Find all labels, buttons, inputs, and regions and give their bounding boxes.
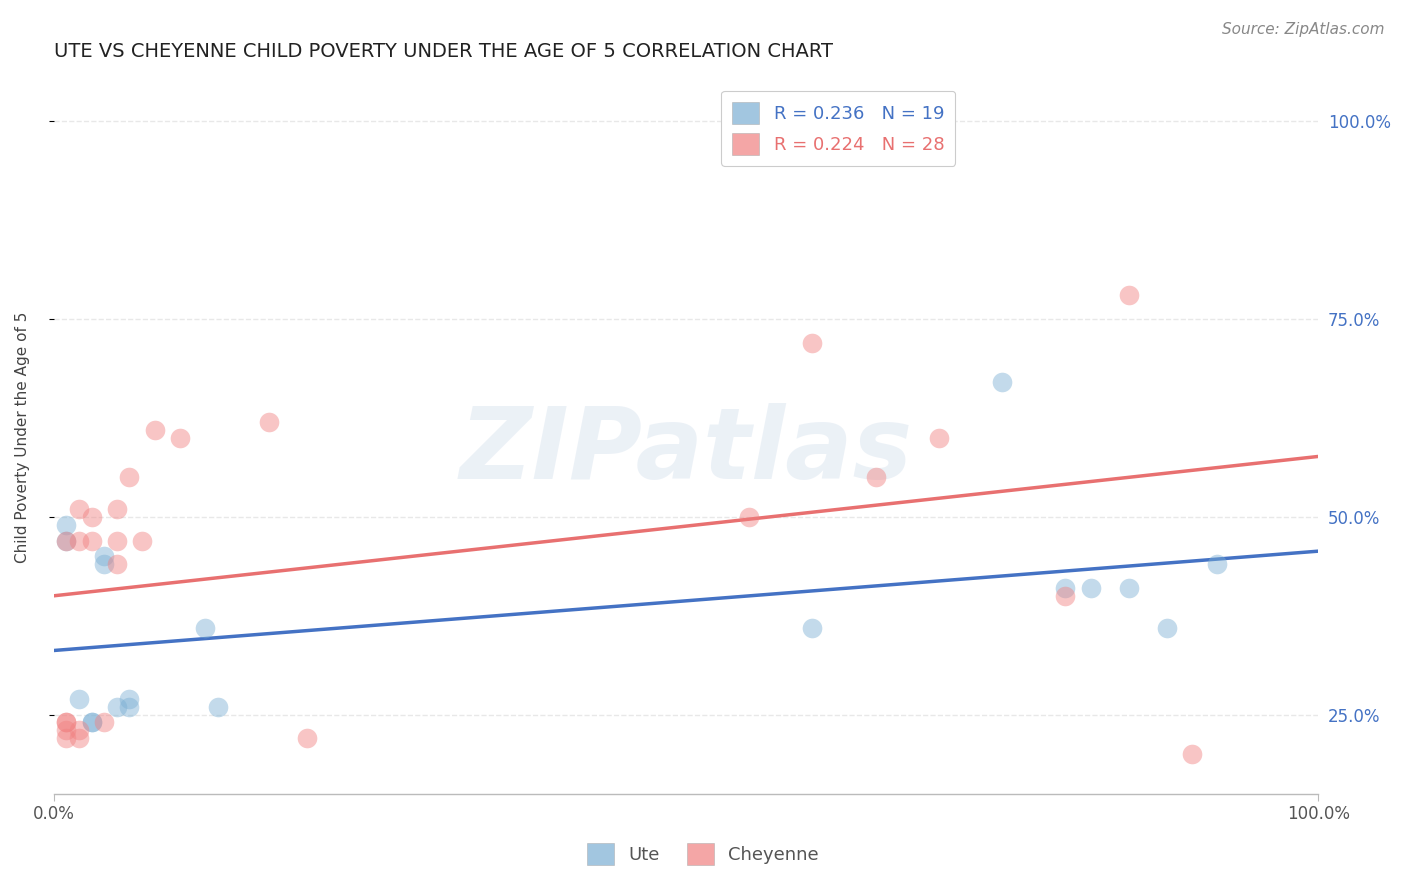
- Point: [118, 699, 141, 714]
- Point: [80, 715, 103, 730]
- Point: [143, 423, 166, 437]
- Point: [93, 558, 115, 572]
- Point: [1181, 747, 1204, 761]
- Point: [131, 533, 153, 548]
- Point: [207, 699, 229, 714]
- Point: [865, 470, 887, 484]
- Point: [55, 533, 77, 548]
- Point: [105, 558, 128, 572]
- Point: [738, 509, 761, 524]
- Point: [55, 731, 77, 746]
- Point: [194, 621, 217, 635]
- Point: [55, 517, 77, 532]
- Point: [80, 509, 103, 524]
- Legend: R = 0.236   N = 19, R = 0.224   N = 28: R = 0.236 N = 19, R = 0.224 N = 28: [721, 91, 955, 166]
- Point: [1054, 581, 1077, 595]
- Point: [105, 699, 128, 714]
- Point: [67, 723, 90, 738]
- Point: [801, 335, 824, 350]
- Point: [169, 431, 191, 445]
- Text: Source: ZipAtlas.com: Source: ZipAtlas.com: [1222, 22, 1385, 37]
- Point: [55, 723, 77, 738]
- Point: [1118, 581, 1140, 595]
- Point: [118, 470, 141, 484]
- Point: [67, 533, 90, 548]
- Point: [991, 376, 1014, 390]
- Point: [118, 691, 141, 706]
- Point: [93, 715, 115, 730]
- Point: [801, 621, 824, 635]
- Point: [295, 731, 318, 746]
- Point: [55, 715, 77, 730]
- Point: [1118, 288, 1140, 302]
- Y-axis label: Child Poverty Under the Age of 5: Child Poverty Under the Age of 5: [15, 312, 30, 564]
- Point: [105, 502, 128, 516]
- Point: [1080, 581, 1102, 595]
- Legend: Ute, Cheyenne: Ute, Cheyenne: [579, 836, 827, 872]
- Point: [80, 715, 103, 730]
- Point: [80, 533, 103, 548]
- Point: [105, 533, 128, 548]
- Point: [257, 415, 280, 429]
- Point: [67, 731, 90, 746]
- Point: [1156, 621, 1178, 635]
- Point: [1206, 558, 1229, 572]
- Text: ZIPatlas: ZIPatlas: [460, 403, 912, 500]
- Point: [55, 715, 77, 730]
- Point: [55, 533, 77, 548]
- Point: [1054, 589, 1077, 603]
- Point: [67, 691, 90, 706]
- Point: [93, 549, 115, 564]
- Point: [67, 502, 90, 516]
- Text: UTE VS CHEYENNE CHILD POVERTY UNDER THE AGE OF 5 CORRELATION CHART: UTE VS CHEYENNE CHILD POVERTY UNDER THE …: [53, 42, 832, 61]
- Point: [928, 431, 950, 445]
